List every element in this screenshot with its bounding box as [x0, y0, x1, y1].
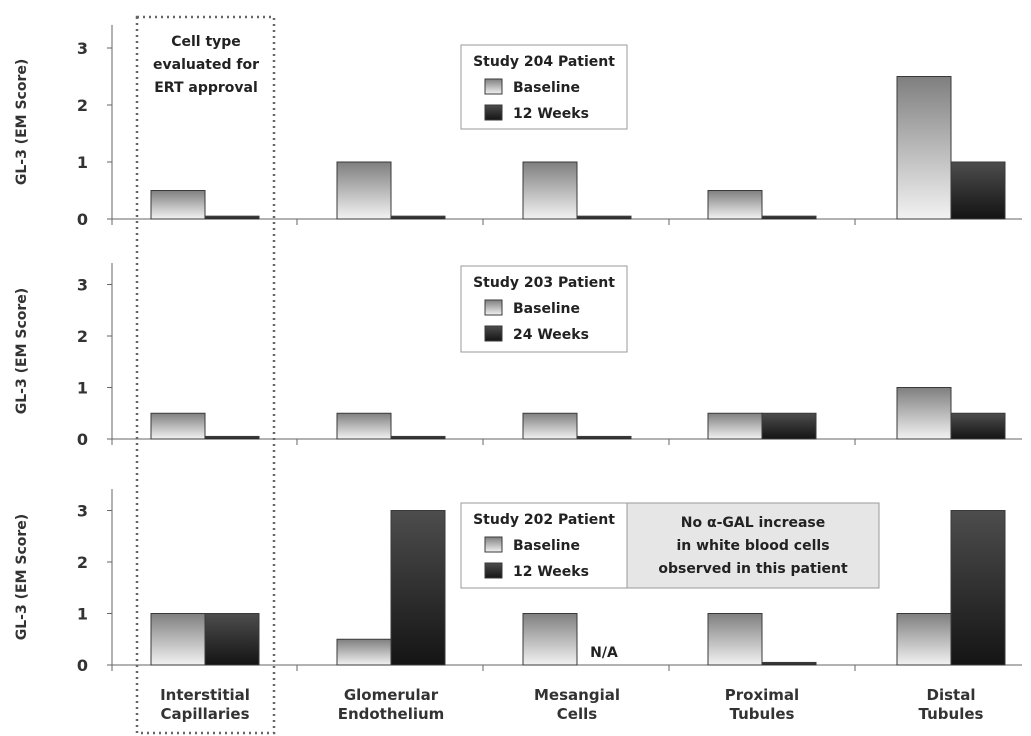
legend-title: Study 202 Patient: [473, 512, 615, 528]
note-box: [626, 502, 880, 589]
y-tick-label: 1: [77, 153, 88, 172]
bar-baseline: [336, 638, 392, 666]
legend-swatch: [484, 562, 503, 579]
bar-followup: [204, 613, 260, 666]
bar-followup: [950, 161, 1006, 220]
y-tick-label: 2: [77, 553, 88, 572]
category-label: Tubules: [919, 705, 984, 723]
bar-followup: [761, 215, 817, 220]
y-tick-label: 3: [77, 39, 88, 58]
cell-type-annotation: ERT approval: [154, 80, 258, 96]
bar-baseline: [522, 613, 578, 666]
bar-followup: [576, 435, 632, 440]
y-tick-label: 3: [77, 502, 88, 521]
legend-swatch: [484, 299, 503, 316]
bar-followup: [390, 510, 446, 666]
bar-baseline: [522, 161, 578, 220]
bar-baseline: [522, 412, 578, 440]
category-label: Mesangial: [534, 686, 620, 704]
category-label: Tubules: [730, 705, 795, 723]
bar-baseline: [896, 387, 952, 440]
y-tick-label: 2: [77, 96, 88, 115]
y-tick-label: 2: [77, 327, 88, 346]
bar-baseline: [336, 412, 392, 440]
bar-followup: [950, 510, 1006, 666]
bar-followup: [390, 435, 446, 440]
cell-type-annotation: Cell type: [171, 34, 241, 50]
category-label: Endothelium: [338, 705, 445, 723]
legend-swatch: [484, 325, 503, 342]
y-axis-label: GL-3 (EM Score): [14, 514, 30, 640]
legend-label: 12 Weeks: [513, 564, 589, 580]
bar-baseline: [707, 613, 763, 666]
y-tick-label: 1: [77, 605, 88, 624]
y-tick-label: 1: [77, 379, 88, 398]
bar-baseline: [707, 412, 763, 440]
na-annotation: N/A: [590, 645, 618, 661]
legend-label: Baseline: [513, 80, 580, 96]
legend-title: Study 204 Patient: [473, 54, 615, 70]
y-tick-label: 0: [77, 430, 88, 449]
legend-label: Baseline: [513, 538, 580, 554]
bar-baseline: [707, 190, 763, 220]
legend-swatch: [484, 78, 503, 95]
bar-followup: [576, 215, 632, 220]
y-tick-label: 3: [77, 276, 88, 295]
bar-followup: [204, 435, 260, 440]
bar-followup: [390, 215, 446, 220]
cell-type-annotation: evaluated for: [153, 57, 259, 73]
bar-baseline: [150, 412, 206, 440]
category-label: Cells: [557, 705, 597, 723]
note-text: observed in this patient: [658, 561, 848, 577]
legend-label: 12 Weeks: [513, 106, 589, 122]
legend-title: Study 203 Patient: [473, 275, 615, 291]
legend-label: Baseline: [513, 301, 580, 317]
legend-swatch: [484, 104, 503, 121]
y-tick-label: 0: [77, 210, 88, 229]
y-axis-label: GL-3 (EM Score): [14, 288, 30, 414]
category-label: Interstitial: [160, 686, 250, 704]
y-axis-label: GL-3 (EM Score): [14, 59, 30, 185]
y-tick-label: 0: [77, 656, 88, 675]
bar-followup: [950, 412, 1006, 440]
legend-swatch: [484, 536, 503, 553]
category-label: Distal: [927, 686, 976, 704]
note-text: in white blood cells: [676, 538, 829, 554]
category-label: Glomerular: [344, 686, 439, 704]
bar-baseline: [896, 613, 952, 666]
bar-baseline: [896, 76, 952, 220]
note-text: No α-GAL increase: [681, 515, 826, 531]
category-label: Proximal: [725, 686, 799, 704]
legend-label: 24 Weeks: [513, 327, 589, 343]
bar-baseline: [336, 161, 392, 220]
bar-baseline: [150, 613, 206, 666]
category-label: Capillaries: [160, 705, 249, 723]
bar-baseline: [150, 190, 206, 220]
bar-followup: [761, 412, 817, 440]
bar-followup: [204, 215, 260, 220]
bar-followup: [761, 661, 817, 666]
